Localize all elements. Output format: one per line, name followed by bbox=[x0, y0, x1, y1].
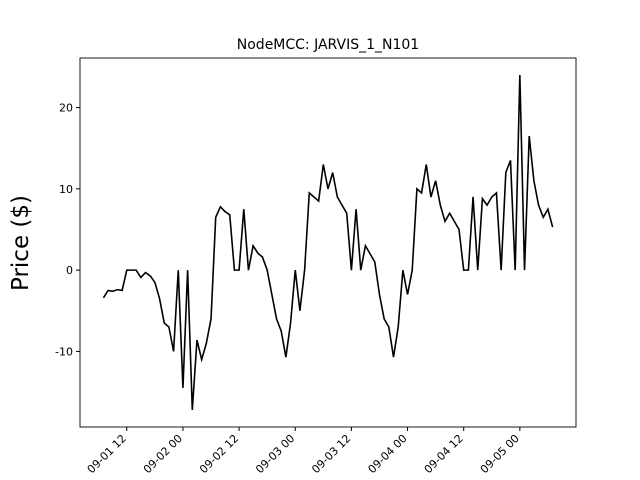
y-tick-label: 0 bbox=[66, 264, 73, 277]
x-tick-label: 09-02 00 bbox=[141, 432, 185, 476]
x-tick-label: 09-04 12 bbox=[422, 432, 466, 476]
y-axis-label: Price ($) bbox=[8, 195, 34, 291]
x-tick-label: 09-04 00 bbox=[365, 432, 409, 476]
x-tick-label: 09-03 12 bbox=[309, 432, 353, 476]
chart-title: NodeMCC: JARVIS_1_N101 bbox=[237, 37, 419, 53]
y-tick-label: 20 bbox=[59, 102, 73, 115]
x-tick-label: 09-01 12 bbox=[85, 432, 129, 476]
x-tick-label: 09-05 00 bbox=[478, 432, 522, 476]
y-tick-label: -10 bbox=[55, 345, 73, 358]
plot-frame bbox=[79, 57, 577, 428]
y-tick-label: 10 bbox=[59, 183, 73, 196]
x-tick-label: 09-02 12 bbox=[197, 432, 241, 476]
data-line bbox=[102, 75, 554, 410]
x-tick-label: 09-03 00 bbox=[253, 432, 297, 476]
